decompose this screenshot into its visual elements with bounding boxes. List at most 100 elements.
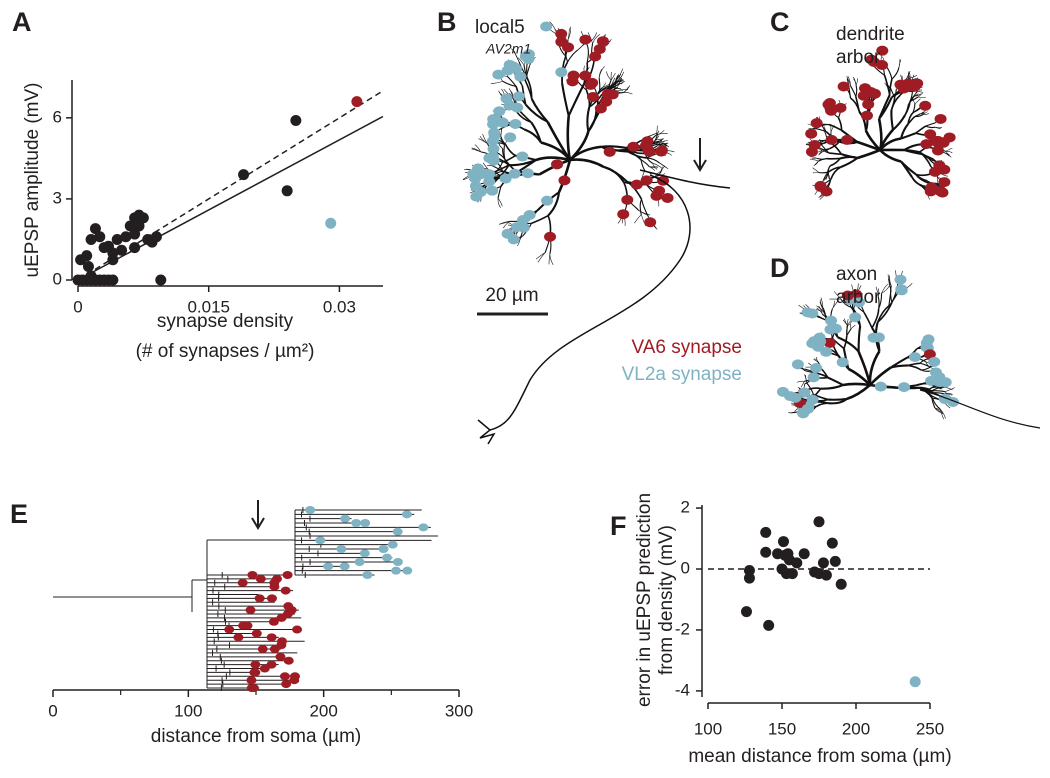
dendrogram-tree [53,507,439,691]
synapse [224,625,235,634]
neurite [878,94,891,120]
synapse [836,357,849,368]
synapse [250,660,261,669]
branch [207,665,266,672]
synapse [603,146,616,157]
neurite [829,157,841,167]
synapse [566,76,579,87]
synapse [387,540,398,549]
point [281,185,293,197]
neurite [640,159,646,171]
synapse [418,523,429,532]
neurite [846,319,849,327]
neurite [493,165,503,172]
synapse [362,571,373,579]
neurite [890,109,895,130]
panel-label: F [610,511,627,541]
neurite [806,382,814,395]
neurite [804,374,808,384]
neurite [853,78,857,86]
y-tick-label: 3 [53,188,62,207]
neurite [504,144,516,157]
synapse [266,633,277,642]
neurite [915,125,927,134]
neurite [625,147,646,155]
y-tick-label: 0 [53,269,62,288]
neurite [796,380,805,383]
branch [207,642,286,649]
synapse [606,89,619,100]
neurite [499,137,505,146]
synapse [247,571,258,579]
neurite [828,123,842,131]
neurite [818,151,824,155]
neurite [639,199,643,215]
synapse [245,606,256,615]
neurite [547,192,561,217]
point [116,244,128,256]
neurite [898,59,901,69]
neurite [863,312,873,329]
branch [207,603,289,610]
synapse [488,130,501,141]
y-tick-label: 6 [53,107,62,126]
synapse [874,381,887,392]
synapse [841,290,854,301]
neurite [888,289,892,306]
synapse [791,359,804,370]
synapse [382,553,393,562]
branch [207,649,298,656]
neurite [928,386,937,390]
synapse [562,42,575,53]
synapse [928,135,941,146]
y-tick-label: 0 [681,558,690,577]
neurite [888,78,893,95]
x-axis-label: (# of synapses / µm²) [136,341,315,362]
fit-line [77,115,384,281]
point [909,676,921,688]
synapse [579,34,592,45]
synapse [493,106,506,117]
x-axis-label: distance from soma (µm) [151,726,362,747]
branch [207,599,275,606]
neurite [846,384,871,401]
neurite [819,299,824,308]
branch [295,528,400,535]
neurite [919,358,928,364]
neurite [943,151,950,155]
synapse [257,645,268,654]
synapse [401,510,412,519]
neurite [800,381,805,388]
arrow [251,500,265,530]
neurite [490,80,503,84]
neurite [855,78,858,86]
neurite [832,300,839,310]
synapse [340,514,351,523]
neurite [879,137,902,151]
synapse [924,186,937,197]
synapse [507,234,520,245]
neurite [944,386,953,391]
synapse [315,536,326,545]
neurite [921,366,932,371]
neurite [487,164,494,167]
branch [295,554,393,561]
synapse [351,519,362,527]
branch [295,533,439,539]
branch [207,638,305,645]
synapse [555,67,568,78]
synapse [275,652,286,661]
neurite [864,130,881,151]
branch [295,511,415,518]
synapse [814,336,827,347]
point [129,242,141,254]
neurite [837,336,860,353]
synapse [558,175,571,186]
neurite [920,369,930,372]
synapse [829,323,842,334]
synapse [898,382,911,393]
synapse [643,146,656,157]
neurite [810,156,818,159]
y-tick-label: 2 [681,498,690,517]
neurite [818,158,827,162]
